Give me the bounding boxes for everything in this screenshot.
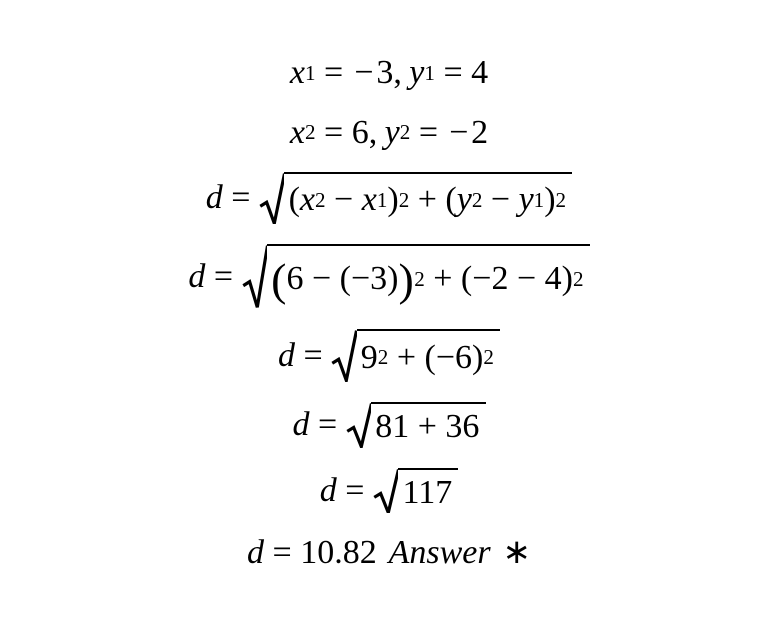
radicand: (6−(−3))2 + (−2−4)2 [267,244,590,309]
value-2: 2 [471,113,488,152]
rparen: ) [472,338,483,377]
line-1-givens-p1: x1 = −3, y1 = 4 [290,53,488,92]
radicand: 81 + 36 [371,402,485,448]
var-d: d [188,257,205,296]
num-2: 2 [491,259,508,298]
line-6-squares: d = 81 + 36 [292,402,485,448]
plus: + [418,407,437,446]
minus: − [491,180,510,219]
line-2-givens-p2: x2 = 6, y2 = −2 [290,113,488,152]
plus: + [433,259,452,298]
sqrt: 117 [373,468,458,514]
answer-value: 10.82 [300,533,377,572]
rparen: ) [562,259,573,298]
equals: = [443,53,462,92]
line-8-answer: d = 10.82 Answer ∗ [247,533,531,572]
var-x: x [290,113,305,152]
radical-icon [242,244,268,309]
num-6: 6 [286,259,303,298]
equals: = [273,533,292,572]
value-neg3: 3 [376,53,393,92]
var-y: y [385,113,400,152]
var-x2: x [300,180,315,219]
neg-sign: − [354,53,373,92]
value-6: 6 [352,113,369,152]
radical-icon [259,172,285,225]
lparen: ( [445,180,456,219]
neg: − [436,338,455,377]
radical-icon [331,329,357,382]
num-6: 6 [455,338,472,377]
sqrt: 92 + (−6)2 [331,329,500,382]
line-3-distance-formula: d = (x2−x1)2 + (y2−y1)2 [206,172,572,225]
num-36: 36 [445,407,479,446]
comma: , [369,113,378,152]
minus: − [334,180,353,219]
num-4: 4 [545,259,562,298]
asterisk-icon: ∗ [502,533,531,572]
num-9: 9 [361,338,378,377]
var-y2: y [457,180,472,219]
radicand: 117 [398,468,458,514]
math-derivation: x1 = −3, y1 = 4 x2 = 6, y2 = −2 d = (x2−… [0,0,778,626]
var-d: d [278,336,295,375]
comma: , [393,53,402,92]
lparen: ( [425,338,436,377]
plus: + [397,338,416,377]
minus: − [312,259,331,298]
line-7-sum: d = 117 [320,468,459,514]
radicand: (x2−x1)2 + (y2−y1)2 [284,172,572,225]
equals: = [231,178,250,217]
rparen: ) [544,180,555,219]
var-d: d [320,471,337,510]
rparen: ) [387,259,398,298]
rparen: ) [387,180,398,219]
var-d: d [247,533,264,572]
radicand: 92 + (−6)2 [357,329,500,382]
neg: − [472,259,491,298]
var-d: d [206,178,223,217]
lparen: ( [340,259,351,298]
equals: = [345,471,364,510]
num-117: 117 [402,473,452,512]
lparen: ( [461,259,472,298]
neg-sign: − [449,113,468,152]
radical-icon [346,402,372,448]
sqrt: (6−(−3))2 + (−2−4)2 [242,244,590,309]
var-d: d [292,405,309,444]
equals: = [318,405,337,444]
sqrt: 81 + 36 [346,402,486,448]
plus: + [418,180,437,219]
num-3: 3 [370,259,387,298]
line-4-substituted: d = (6−(−3))2 + (−2−4)2 [188,244,589,309]
equals: = [214,257,233,296]
var-y1: y [519,180,534,219]
num-81: 81 [375,407,409,446]
lparen: ( [289,180,300,219]
sqrt: (x2−x1)2 + (y2−y1)2 [259,172,572,225]
equals: = [324,113,343,152]
var-x: x [290,53,305,92]
neg: − [351,259,370,298]
var-x1: x [362,180,377,219]
var-y: y [409,53,424,92]
minus: − [517,259,536,298]
equals: = [304,336,323,375]
answer-label: Answer [389,533,491,572]
line-5-simplified: d = 92 + (−6)2 [278,329,500,382]
equals: = [419,113,438,152]
value-4: 4 [471,53,488,92]
equals: = [324,53,343,92]
radical-icon [373,468,399,514]
